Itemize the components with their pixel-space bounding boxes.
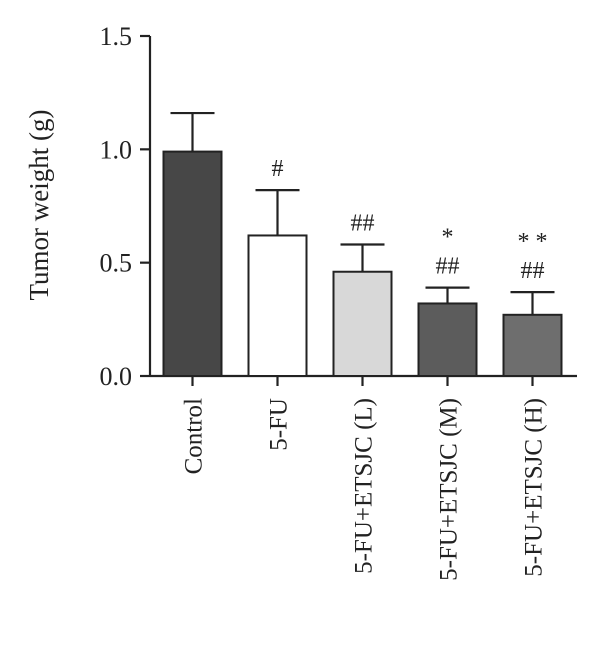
bar [417, 302, 478, 378]
bar [247, 234, 308, 377]
significance-marker: * [442, 225, 454, 251]
y-tick-label: 0.0 [100, 362, 133, 391]
bars: ###*##* *## [162, 111, 563, 378]
x-tick-label: Control [181, 398, 208, 474]
x-tick-labels: Control 5-FU 5-FU+ETSJC (L) 5-FU+ETSJC (M) 5… [181, 376, 548, 581]
significance-marker: ## [436, 254, 460, 280]
x-tick-label: 5-FU+ETSJC (H) [521, 398, 548, 577]
significance-marker: ## [521, 258, 545, 284]
x-tick-label: 5-FU+ETSJC (M) [436, 398, 463, 581]
y-tick-label: 1.0 [100, 135, 133, 164]
x-tick-label: 5-FU+ETSJC (L) [351, 398, 378, 574]
y-axis-title: Tumor weight (g) [24, 109, 54, 300]
y-tick-label: 1.5 [100, 22, 133, 51]
bar [502, 313, 563, 377]
significance-marker: # [272, 156, 284, 182]
significance-marker: ## [351, 211, 375, 237]
y-ticks: 0.0 0.5 1.0 1.5 [100, 22, 150, 391]
y-tick-label: 0.5 [100, 249, 133, 278]
bar [332, 270, 393, 378]
bar [162, 150, 223, 377]
significance-marker: * * [518, 229, 548, 255]
x-tick-label: 5-FU [266, 398, 293, 451]
